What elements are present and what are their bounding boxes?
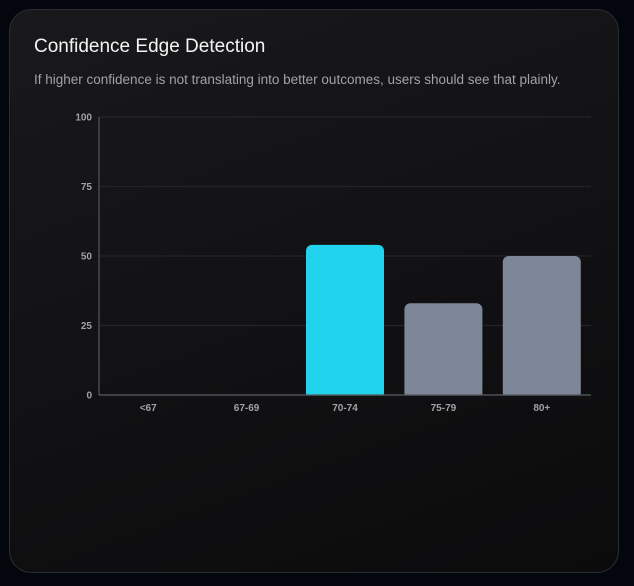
- x-tick-label-1: 67-69: [234, 403, 260, 414]
- axis-mask: [100, 395, 591, 400]
- y-tick-label-100: 100: [75, 113, 92, 124]
- y-tick-label-25: 25: [81, 321, 93, 332]
- y-tick-label-0: 0: [86, 391, 92, 402]
- y-tick-label-50: 50: [81, 252, 93, 263]
- x-tick-label-3: 75-79: [431, 403, 457, 414]
- x-tick-label-2: 70-74: [332, 403, 358, 414]
- bar-2: [306, 244, 384, 399]
- chart-title: Confidence Edge Detection: [34, 36, 266, 57]
- x-tick-label-0: <67: [140, 403, 157, 414]
- chart-card: Confidence Edge Detection If higher conf…: [9, 9, 619, 573]
- x-tick-label-4: 80+: [533, 403, 550, 414]
- bar-3: [404, 303, 483, 399]
- chart-subtitle: If higher confidence is not translating …: [34, 72, 561, 87]
- bar-chart: 0 25 50 75 100 <67 67-69 70-74 75-79 80+: [75, 113, 591, 414]
- bar-4: [502, 256, 581, 399]
- y-tick-label-75: 75: [81, 182, 93, 193]
